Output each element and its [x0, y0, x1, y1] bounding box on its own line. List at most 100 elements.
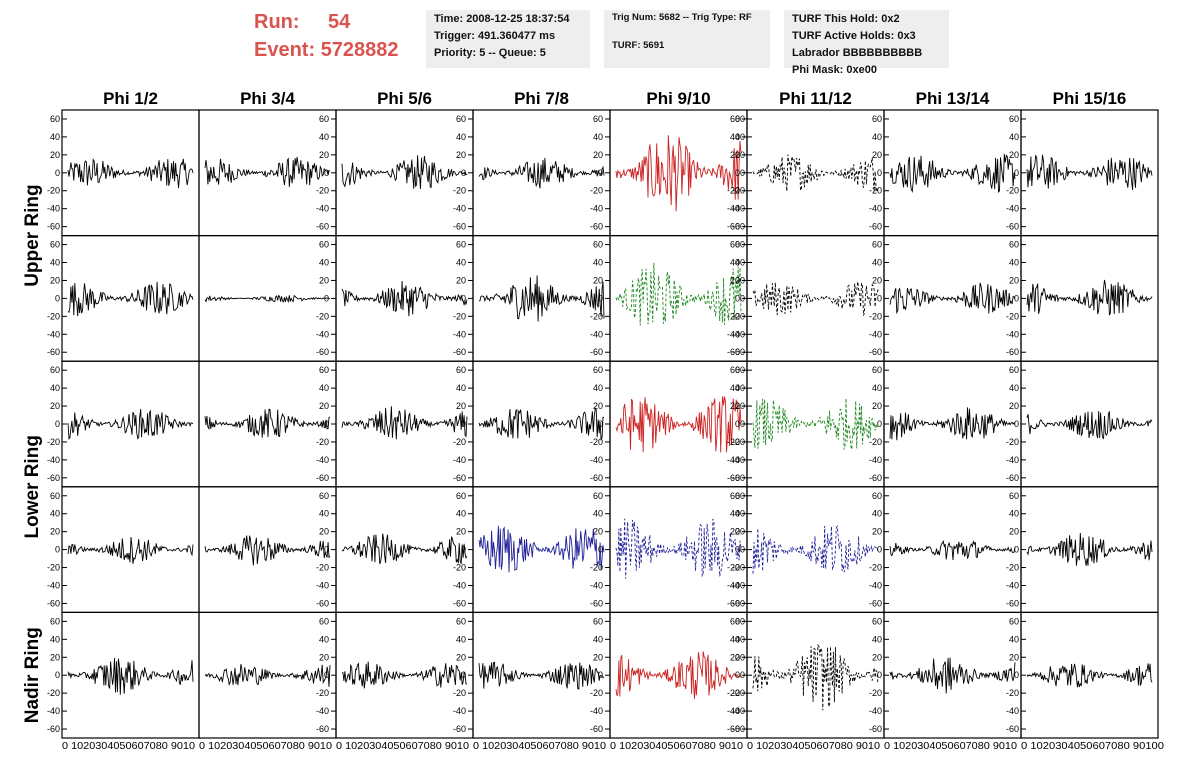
ytick-label-r4-c1-2: 20	[50, 527, 60, 537]
priority-text: Priority: 5 -- Queue: 5	[434, 47, 546, 59]
ytick-label-r3-c6-0: 60	[735, 365, 745, 375]
ytick-label-r2-c3-1: 40	[456, 258, 466, 268]
ytick-label-r5-c3-6: -60	[453, 724, 466, 734]
ytick-label-r4-c1-6: -60	[47, 598, 60, 608]
ytick-label-r4-c8-1: 40	[1009, 509, 1019, 519]
ytick-label-r4-c2-1: 40	[319, 509, 329, 519]
ytick-label-r2-c4-0: 60	[593, 240, 603, 250]
panel-frame-r3-c1	[61, 360, 200, 488]
ytick-label-r5-c3-5: -40	[453, 706, 466, 716]
ytick-label-r3-c8-4: -20	[1006, 437, 1019, 447]
ytick-label-r4-c3-4: -20	[453, 563, 466, 573]
ytick-label-r3-c7-2: 20	[872, 401, 882, 411]
ytick-label-r1-c3-0: 60	[456, 114, 466, 124]
ytick-label-r4-c7-3: 0	[877, 545, 882, 555]
ytick-label-r5-c4-3: 0	[598, 670, 603, 680]
ytick-label-r4-c7-2: 20	[872, 527, 882, 537]
ytick-label-r5-c6-6: -60	[732, 724, 745, 734]
ytick-label-r1-c3-3: 0	[461, 168, 466, 178]
ytick-label-r4-c1-5: -40	[47, 580, 60, 590]
xtick-labels-c5: 0 1020304050607080 9010	[610, 740, 743, 752]
waveform-r5-c1	[67, 657, 194, 695]
xtick-labels-c3: 0 1020304050607080 9010	[336, 740, 469, 752]
ytick-label-r1-c6-5: -40	[732, 204, 745, 214]
ytick-label-r3-c1-4: -20	[47, 437, 60, 447]
ytick-label-r5-c3-4: -20	[453, 688, 466, 698]
ytick-label-r1-c5-5: -40	[727, 204, 740, 214]
waveform-r1-c5	[615, 135, 742, 212]
ytick-label-r4-c7-6: -60	[869, 598, 882, 608]
ytick-label-r5-c7-1: 40	[872, 634, 882, 644]
column-title-3: Phi 5/6	[377, 89, 432, 108]
ytick-label-r4-c3-1: 40	[456, 509, 466, 519]
ytick-label-r3-c4-3: 0	[598, 419, 603, 429]
event-label: Event:	[254, 39, 316, 61]
ytick-label-r4-c4-3: 0	[598, 545, 603, 555]
waveform-r3-c4	[478, 407, 605, 442]
ytick-label-r3-c1-1: 40	[50, 383, 60, 393]
ytick-label-r1-c7-6: -60	[869, 222, 882, 232]
ytick-label-r2-c5-5: -40	[727, 329, 740, 339]
ytick-label-r3-c1-5: -40	[47, 455, 60, 465]
ytick-label-r5-c5-5: -40	[727, 706, 740, 716]
ytick-label-r1-c5-3: 0	[735, 168, 740, 178]
ytick-label-r5-c2-4: -20	[316, 688, 329, 698]
ytick-label-r2-c8-5: -40	[1006, 329, 1019, 339]
ytick-label-r4-c8-2: 20	[1009, 527, 1019, 537]
ytick-label-r1-c7-2: 20	[872, 150, 882, 160]
ytick-label-r5-c3-0: 60	[456, 616, 466, 626]
ytick-label-r5-c1-0: 60	[50, 616, 60, 626]
ytick-label-r1-c6-0: 60	[735, 114, 745, 124]
ytick-label-r3-c7-3: 0	[877, 419, 882, 429]
ytick-label-r2-c6-1: 40	[735, 258, 745, 268]
panel-frame-r1-c1	[61, 109, 200, 237]
ytick-label-r1-c2-1: 40	[319, 132, 329, 142]
ytick-label-r4-c8-6: -60	[1006, 598, 1019, 608]
ytick-label-r1-c8-0: 60	[1009, 114, 1019, 124]
waveform-r4-c7	[889, 539, 1016, 561]
ytick-label-r1-c5-0: 60	[730, 114, 740, 124]
ytick-label-r4-c7-1: 40	[872, 509, 882, 519]
waveform-r1-c7	[889, 153, 1016, 194]
ytick-label-r3-c3-1: 40	[456, 383, 466, 393]
ytick-label-r1-c1-0: 60	[50, 114, 60, 124]
ytick-label-r2-c6-5: -40	[732, 329, 745, 339]
ytick-label-r5-c7-0: 60	[872, 616, 882, 626]
ytick-label-r4-c5-1: 40	[730, 509, 740, 519]
row-group-title-3: Nadir Ring	[22, 627, 43, 723]
ytick-label-r2-c8-0: 60	[1009, 240, 1019, 250]
waveform-r1-c8	[1026, 154, 1153, 191]
ytick-label-r5-c3-1: 40	[456, 634, 466, 644]
ytick-label-r4-c4-2: 20	[593, 527, 603, 537]
ytick-label-r1-c7-1: 40	[872, 132, 882, 142]
ytick-label-r4-c5-2: 20	[730, 527, 740, 537]
column-title-8: Phi 15/16	[1053, 89, 1127, 108]
time-text: Time: 2008-12-25 18:37:54	[434, 13, 570, 25]
ytick-label-r3-c6-1: 40	[735, 383, 745, 393]
column-title-6: Phi 11/12	[779, 89, 852, 108]
waveform-r1-c1	[67, 158, 194, 189]
ytick-label-r3-c3-6: -60	[453, 473, 466, 483]
ytick-label-r5-c5-4: -20	[727, 688, 740, 698]
ytick-label-r5-c7-3: 0	[877, 670, 882, 680]
ytick-label-r4-c1-1: 40	[50, 509, 60, 519]
column-title-2: Phi 3/4	[240, 89, 295, 108]
run-value: 54	[328, 11, 351, 33]
waveform-r5-c3	[341, 661, 468, 689]
ytick-label-r2-c1-3: 0	[55, 293, 60, 303]
ytick-label-r5-c5-6: -60	[727, 724, 740, 734]
ytick-label-r4-c2-5: -40	[316, 580, 329, 590]
panel-frame-r5-c6	[746, 611, 885, 739]
ytick-label-r5-c5-2: 20	[730, 652, 740, 662]
ytick-label-r2-c3-4: -20	[453, 311, 466, 321]
ytick-label-r1-c6-2: 20	[735, 150, 745, 160]
ytick-label-r2-c5-4: -20	[727, 311, 740, 321]
waveform-r5-c5	[615, 651, 742, 699]
ytick-label-r1-c1-3: 0	[55, 168, 60, 178]
ytick-label-r5-c4-6: -60	[590, 724, 603, 734]
ytick-label-r2-c1-0: 60	[50, 240, 60, 250]
ytick-label-r4-c4-0: 60	[593, 491, 603, 501]
ytick-label-r5-c6-0: 60	[735, 616, 745, 626]
ytick-label-r5-c1-3: 0	[55, 670, 60, 680]
column-title-5: Phi 9/10	[646, 89, 710, 108]
